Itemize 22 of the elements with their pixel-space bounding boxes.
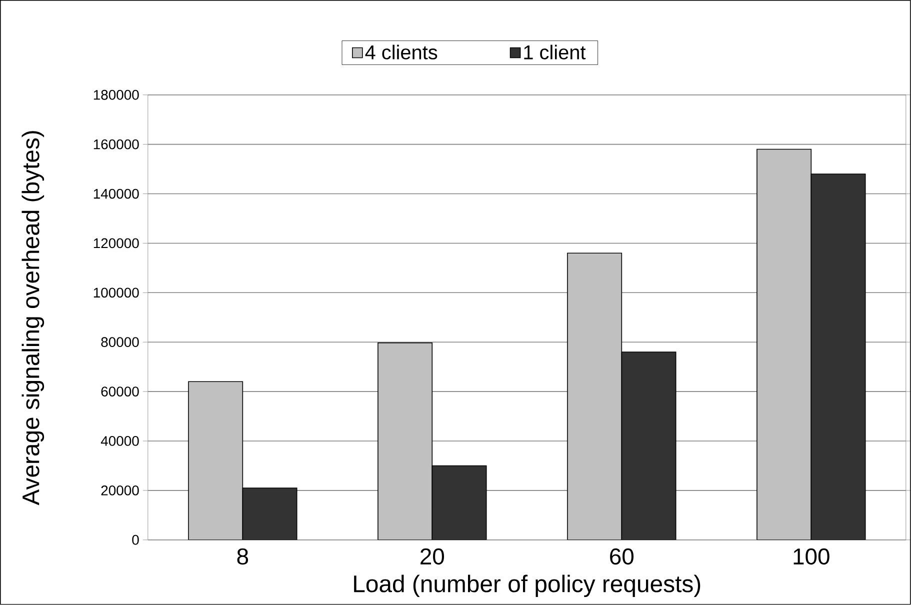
y-tick-label: 180000 [94, 90, 139, 100]
legend-label: 4 clients [365, 44, 438, 60]
x-tick-label: 8 [237, 548, 248, 565]
bar [378, 342, 433, 540]
bar [756, 148, 812, 540]
y-tick-label: 140000 [94, 188, 139, 199]
y-tick-label: 80000 [101, 337, 139, 348]
legend-label: 1 client [524, 44, 586, 60]
x-tick-label: 100 [794, 548, 830, 565]
y-tick-label: 40000 [100, 436, 139, 446]
x-tick-label: 60 [610, 548, 634, 565]
y-tick-label: 120000 [94, 238, 139, 248]
y-tick-label: 60000 [101, 386, 139, 397]
x-axis-title: Load (number of policy requests) [354, 574, 700, 598]
y-tick-label: 160000 [94, 139, 139, 150]
y-tick-label: 20000 [101, 486, 139, 496]
y-tick-label: 100000 [94, 288, 139, 298]
bar [188, 381, 244, 540]
bar [567, 252, 622, 540]
x-tick-label: 20 [420, 548, 444, 565]
y-axis-title: Average signaling overhead (bytes) [22, 131, 44, 506]
y-tick-label: 0 [132, 535, 139, 545]
